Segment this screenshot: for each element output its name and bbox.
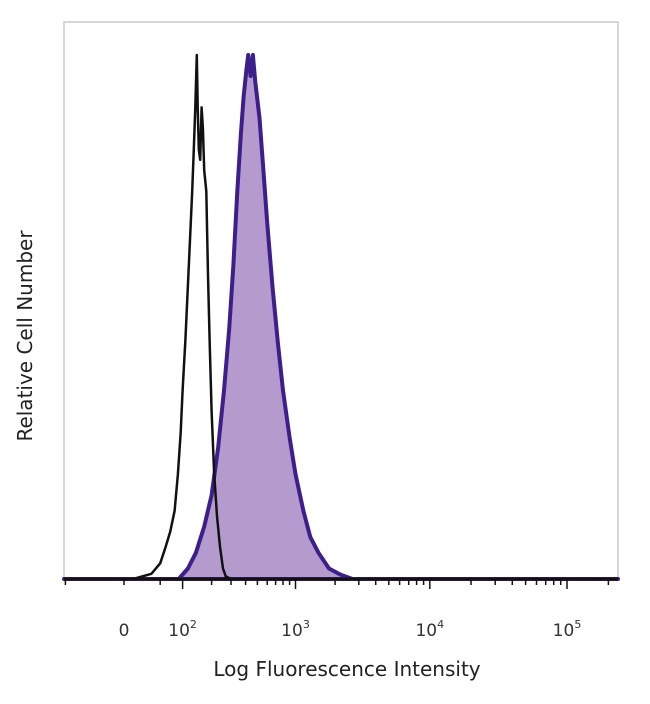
x-tick-label: 105 [553, 618, 582, 641]
x-axis-title: Log Fluorescence Intensity [213, 657, 480, 681]
plot-frame [63, 21, 619, 580]
x-minor-ticks [64, 579, 610, 589]
series-layer [62, 53, 620, 581]
x-tick-labels: 0 102 103 104 105 [119, 618, 582, 641]
x-tick-label: 0 [119, 621, 130, 641]
isotype-histogram [64, 53, 618, 581]
x-tick-label: 104 [415, 618, 444, 641]
x-tick-label: 103 [281, 618, 310, 641]
x-tick-label: 102 [168, 618, 197, 641]
stained-histogram [62, 53, 620, 581]
y-axis-title: Relative Cell Number [13, 230, 37, 442]
